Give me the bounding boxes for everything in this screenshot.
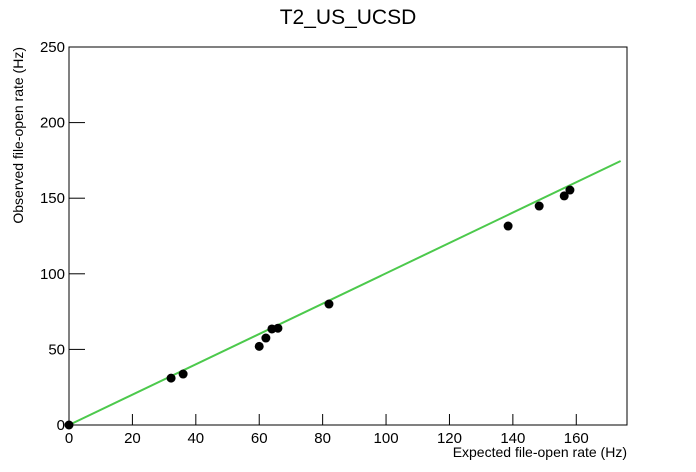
x-tick-label: 40 (187, 430, 204, 447)
x-tick-label: 80 (314, 430, 331, 447)
data-point (273, 323, 283, 333)
data-point (166, 373, 176, 383)
data-point (254, 341, 264, 351)
plot-frame (68, 46, 628, 426)
x-tick-label: 160 (564, 430, 589, 447)
data-point (324, 299, 334, 309)
fit-line (68, 160, 622, 426)
y-tick-label: 0 (57, 417, 65, 434)
data-point (261, 333, 271, 343)
data-point (565, 185, 575, 195)
data-point (178, 369, 188, 379)
y-tick-label: 250 (40, 39, 65, 56)
chart-title: T2_US_UCSD (280, 6, 417, 29)
y-axis-label: Observed file-open rate (Hz) (10, 47, 26, 224)
x-tick-label: 0 (65, 430, 73, 447)
data-point (534, 201, 544, 211)
y-tick-label: 150 (40, 190, 65, 207)
x-tick-label: 60 (251, 430, 268, 447)
y-tick-label: 100 (40, 266, 65, 283)
x-axis-label: Expected file-open rate (Hz) (453, 444, 627, 460)
data-point (503, 221, 513, 231)
x-tick-label: 100 (374, 430, 399, 447)
data-point (64, 420, 74, 430)
x-tick-label: 120 (437, 430, 462, 447)
x-tick-label: 20 (124, 430, 141, 447)
y-tick-label: 50 (48, 341, 65, 358)
data-point (559, 191, 569, 201)
y-tick-label: 200 (40, 115, 65, 132)
x-tick-label: 140 (500, 430, 525, 447)
